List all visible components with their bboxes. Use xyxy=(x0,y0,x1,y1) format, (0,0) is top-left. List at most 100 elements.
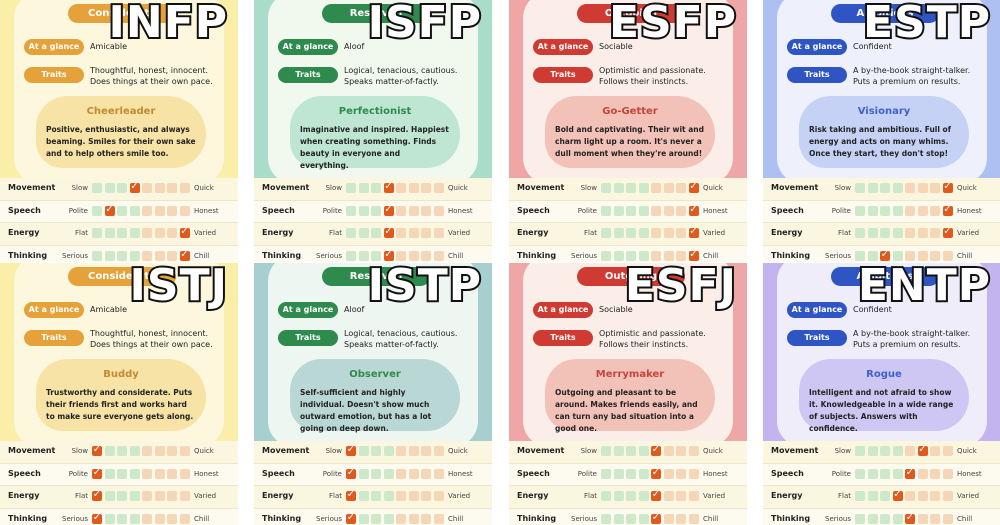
scale-label: Movement xyxy=(8,183,56,192)
nickname-title: Buddy xyxy=(103,369,139,380)
scale-row-speech: Speech Polite Honest xyxy=(0,200,238,223)
scale-box-selected xyxy=(346,489,356,501)
scale-box xyxy=(421,228,431,238)
scale-box xyxy=(142,228,152,238)
scale-row-movement: Movement Slow Quick xyxy=(509,178,747,201)
scale-box xyxy=(371,183,381,193)
scale-box xyxy=(867,183,878,193)
scale-low-label: Serious xyxy=(316,514,342,523)
scale-boxes xyxy=(855,181,955,194)
scale-box xyxy=(626,205,636,216)
mbti-label: ISFP xyxy=(366,0,483,50)
type-badge: Ambitious xyxy=(831,4,939,23)
scale-box xyxy=(117,491,127,501)
scale-low-label: Polite xyxy=(577,206,597,215)
scale-box xyxy=(917,250,928,261)
glance-pill: At a glance xyxy=(24,302,84,318)
scale-box xyxy=(880,446,890,456)
scale-low-label: Polite xyxy=(831,206,851,215)
scale-box xyxy=(663,513,674,524)
scale-box xyxy=(613,205,624,216)
scale-box xyxy=(104,228,115,238)
scale-box xyxy=(880,491,890,501)
personality-card-esfj: Outgoing ESFJ At a glance Sociable Trait… xyxy=(509,263,747,525)
scale-box xyxy=(142,468,152,479)
scale-box xyxy=(117,183,127,193)
scale-boxes xyxy=(346,489,446,502)
scale-rows: Movement Slow Quick Speech Polite Honest Energ… xyxy=(254,178,492,262)
scale-high-label: Honest xyxy=(703,469,728,478)
scale-box-selected xyxy=(104,204,115,216)
scale-box xyxy=(676,513,686,524)
scale-box xyxy=(601,513,611,524)
scale-box xyxy=(167,228,177,238)
scale-label: Speech xyxy=(771,205,804,215)
scale-box xyxy=(601,205,611,216)
scale-boxes xyxy=(601,512,701,525)
scale-box xyxy=(663,468,674,479)
scale-boxes xyxy=(601,249,701,262)
scale-box xyxy=(421,468,431,479)
scale-high-label: Chill xyxy=(448,251,464,260)
scale-box-selected xyxy=(129,181,140,193)
scale-box-selected xyxy=(346,467,356,479)
scale-box-selected xyxy=(688,181,699,193)
scale-box xyxy=(396,183,406,193)
scale-box xyxy=(855,491,865,501)
scale-high-label: Varied xyxy=(194,229,217,237)
scale-box xyxy=(930,446,940,456)
scale-box xyxy=(371,513,381,524)
scale-box xyxy=(396,446,406,456)
scale-rows: Movement Slow Quick Speech Polite Honest Energ… xyxy=(509,441,747,525)
scale-box xyxy=(433,468,444,479)
scale-box xyxy=(905,183,915,193)
type-badge: Reserved xyxy=(322,4,430,23)
scale-rows: Movement Slow Quick Speech Polite Honest Energ… xyxy=(0,178,238,262)
scale-low-label: Polite xyxy=(68,469,88,478)
scale-low-label: Flat xyxy=(583,492,597,500)
scale-box-selected xyxy=(905,467,915,479)
nickname-bubble xyxy=(290,96,460,168)
scale-box xyxy=(167,491,177,501)
scale-label: Speech xyxy=(262,468,295,478)
scale-box xyxy=(651,205,661,216)
scale-box xyxy=(129,468,140,479)
scale-box xyxy=(930,513,940,524)
scale-box-selected xyxy=(942,204,953,216)
scale-box xyxy=(676,491,686,501)
scale-label: Energy xyxy=(262,228,294,237)
scale-box xyxy=(880,183,890,193)
scale-label: Energy xyxy=(262,491,294,500)
scale-box-selected xyxy=(688,204,699,216)
scale-rows: Movement Slow Quick Speech Polite Honest Energ… xyxy=(0,441,238,525)
scale-row-speech: Speech Polite Honest xyxy=(509,200,747,223)
nickname-title: Observer xyxy=(349,369,401,380)
scale-box xyxy=(905,250,915,261)
scale-low-label: Slow xyxy=(325,447,342,455)
scale-box xyxy=(383,491,394,501)
scale-row-energy: Energy Flat Varied xyxy=(763,486,1000,509)
scale-box xyxy=(676,250,686,261)
scale-label: Thinking xyxy=(771,250,811,260)
scale-label: Movement xyxy=(771,446,819,455)
scale-box xyxy=(408,183,419,193)
traits-value: A by-the-book straight-talker. Puts a pr… xyxy=(853,66,971,86)
scale-box xyxy=(129,513,140,524)
glance-pill: At a glance xyxy=(533,39,593,55)
scale-high-label: Varied xyxy=(448,229,471,237)
scale-box xyxy=(663,491,674,501)
nickname-title: Rogue xyxy=(866,369,902,380)
traits-pill: Traits xyxy=(24,330,84,346)
nickname-description: Outgoing and pleasant to be around. Make… xyxy=(555,388,698,433)
scale-high-label: Varied xyxy=(703,492,726,500)
traits-pill: Traits xyxy=(278,330,338,346)
scale-box xyxy=(129,250,140,261)
scale-label: Thinking xyxy=(8,513,48,523)
glance-pill: At a glance xyxy=(278,302,338,318)
scale-low-label: Flat xyxy=(74,229,88,237)
personality-card-istp: Reserved ISTP At a glance Aloof Traits L… xyxy=(254,263,492,525)
scale-box xyxy=(855,513,865,524)
scale-box xyxy=(117,205,127,216)
scale-high-label: Honest xyxy=(957,206,982,215)
